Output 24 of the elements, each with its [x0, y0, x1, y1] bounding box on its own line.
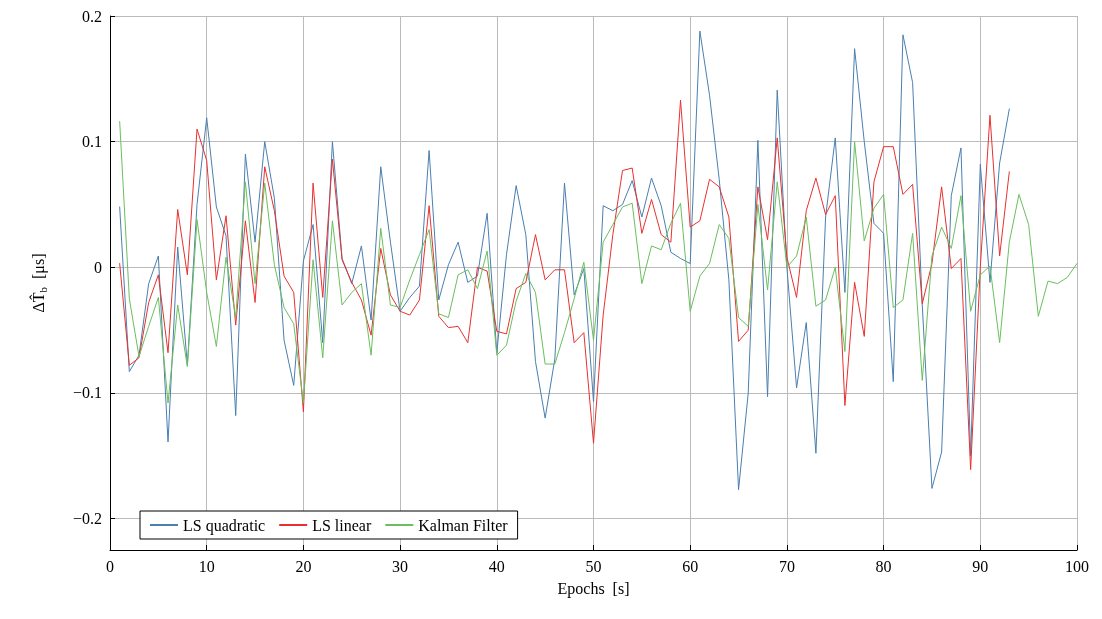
y-tick-label: −0.1: [72, 384, 102, 402]
x-tick-label: 10: [198, 557, 215, 575]
y-tick-label: 0.2: [82, 7, 102, 25]
x-tick-label: 50: [585, 557, 602, 575]
x-tick-label: 100: [1065, 557, 1089, 575]
y-axis-title: ΔT̂b [μs]: [28, 253, 49, 313]
x-tick-label: 0: [106, 557, 114, 575]
legend-label: LS linear: [312, 516, 372, 534]
x-tick-label: 40: [488, 557, 505, 575]
x-tick-label: 70: [778, 557, 795, 575]
x-tick-label: 60: [682, 557, 699, 575]
legend-label: Kalman Filter: [418, 516, 509, 534]
y-tick-label: 0.1: [82, 133, 102, 151]
x-tick-label: 80: [875, 557, 892, 575]
x-tick-label: 20: [295, 557, 312, 575]
line-series: [119, 121, 1078, 404]
x-tick-label: 30: [392, 557, 409, 575]
x-axis-title: Epochs [s]: [557, 579, 630, 598]
line-series: [119, 30, 1010, 491]
y-tick-label: 0: [94, 258, 102, 276]
legend-label: LS quadratic: [183, 516, 266, 535]
x-tick-label: 90: [972, 557, 989, 575]
y-tick-label: −0.2: [72, 510, 102, 528]
line-series: [119, 99, 1010, 471]
